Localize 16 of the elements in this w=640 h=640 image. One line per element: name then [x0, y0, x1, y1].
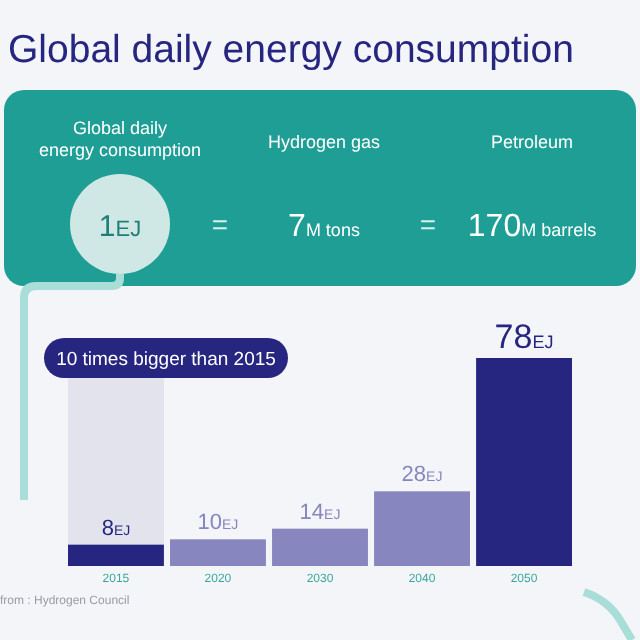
annotation: 10 times bigger than 2015 — [56, 349, 276, 371]
bar — [476, 358, 572, 566]
bar — [374, 491, 470, 566]
text: 7M tons — [288, 210, 361, 244]
text: = — [419, 208, 437, 240]
text: 170M barrels — [467, 210, 598, 244]
bar — [170, 539, 266, 566]
text: = — [211, 208, 229, 240]
text: Global daily energy consumption — [38, 118, 202, 160]
bar — [272, 528, 368, 566]
text: 1EJ — [98, 210, 142, 244]
bar — [68, 544, 164, 566]
chart-title: Global daily energy consumption — [8, 28, 574, 72]
text: Hydrogen gas — [267, 132, 382, 152]
text: Petroleum — [490, 132, 574, 152]
data-label: 78EJ — [494, 318, 554, 356]
